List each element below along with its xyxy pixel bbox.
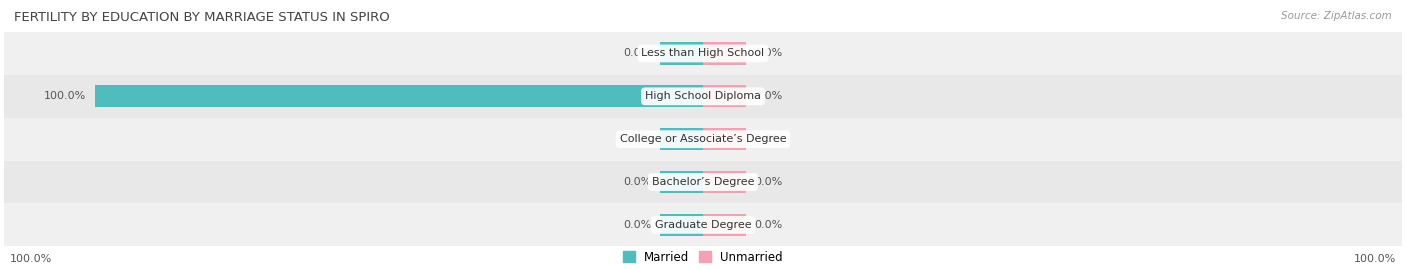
- Text: Less than High School: Less than High School: [641, 48, 765, 59]
- Bar: [4, 204, 1402, 246]
- Text: 0.0%: 0.0%: [755, 220, 783, 230]
- Text: 100.0%: 100.0%: [44, 91, 86, 101]
- Text: College or Associate’s Degree: College or Associate’s Degree: [620, 134, 786, 144]
- Bar: [661, 42, 703, 65]
- Bar: [703, 85, 745, 107]
- Bar: [703, 42, 745, 65]
- Text: FERTILITY BY EDUCATION BY MARRIAGE STATUS IN SPIRO: FERTILITY BY EDUCATION BY MARRIAGE STATU…: [14, 11, 389, 24]
- Text: Graduate Degree: Graduate Degree: [655, 220, 751, 230]
- Bar: [703, 214, 745, 236]
- Bar: [4, 118, 1402, 161]
- Text: 0.0%: 0.0%: [623, 134, 651, 144]
- Bar: [4, 161, 1402, 204]
- Text: Source: ZipAtlas.com: Source: ZipAtlas.com: [1281, 11, 1392, 21]
- Bar: [703, 128, 745, 150]
- Bar: [4, 32, 1402, 75]
- Text: High School Diploma: High School Diploma: [645, 91, 761, 101]
- Text: 0.0%: 0.0%: [755, 91, 783, 101]
- Text: 0.0%: 0.0%: [623, 220, 651, 230]
- Text: 0.0%: 0.0%: [623, 48, 651, 59]
- Bar: [703, 171, 745, 193]
- Text: Bachelor’s Degree: Bachelor’s Degree: [652, 177, 754, 187]
- Bar: [661, 214, 703, 236]
- Bar: [661, 171, 703, 193]
- Legend: Married, Unmarried: Married, Unmarried: [619, 246, 787, 268]
- Bar: [96, 85, 703, 107]
- Bar: [4, 75, 1402, 118]
- Bar: [661, 128, 703, 150]
- Text: 0.0%: 0.0%: [755, 48, 783, 59]
- Text: 100.0%: 100.0%: [1354, 254, 1396, 264]
- Text: 0.0%: 0.0%: [755, 177, 783, 187]
- Text: 0.0%: 0.0%: [623, 177, 651, 187]
- Text: 100.0%: 100.0%: [10, 254, 52, 264]
- Text: 0.0%: 0.0%: [755, 134, 783, 144]
